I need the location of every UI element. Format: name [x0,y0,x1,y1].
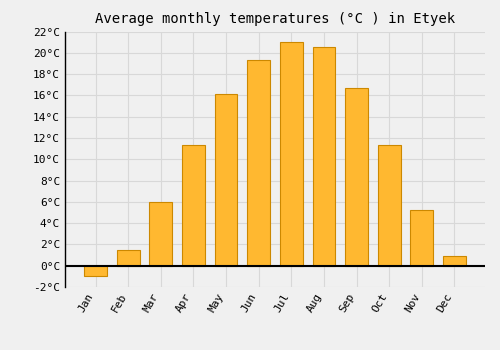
Bar [150,202,172,266]
Bar [116,250,140,266]
Bar [378,145,400,266]
Bar [345,88,368,266]
Bar [280,42,302,266]
Bar [410,210,434,266]
Bar [248,60,270,266]
Bar [443,256,466,266]
Bar [182,145,205,266]
Bar [84,266,107,276]
Title: Average monthly temperatures (°C ) in Etyek: Average monthly temperatures (°C ) in Et… [95,12,455,26]
Bar [312,48,336,266]
Bar [214,94,238,266]
